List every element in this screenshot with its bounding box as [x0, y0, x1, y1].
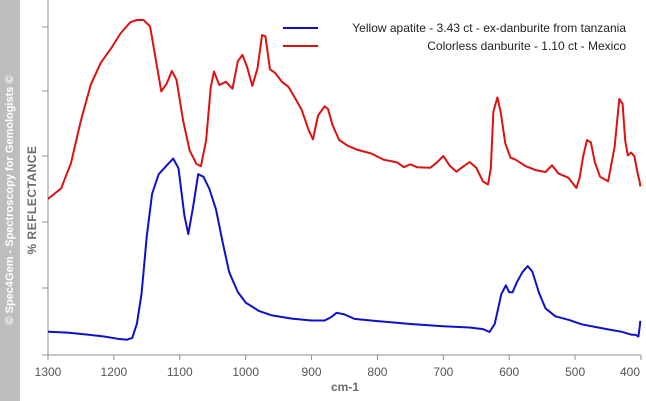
x-axis-ticks: 1300 1200 1100 1000 900 800 700 600 500 400 — [35, 355, 642, 379]
x-tick-label-900: 900 — [302, 365, 322, 379]
x-tick-label-400: 400 — [620, 365, 640, 379]
data-series — [47, 19, 642, 341]
x-tick-label-1100: 1100 — [167, 365, 193, 379]
x-tick-label-1300: 1300 — [35, 365, 62, 379]
legend-label-2: Colorless danburite - 1.10 ct - Mexico — [427, 39, 626, 53]
legend-label-1: Yellow apatite - 3.43 ct - ex-danburite … — [352, 21, 626, 35]
y-axis-label: % REFLECTANCE — [25, 145, 39, 255]
legend: Yellow apatite - 3.43 ct - ex-danburite … — [283, 21, 626, 53]
watermark-sidebar: © Spec4Gem - Spectroscopy for Gemologist… — [0, 0, 20, 401]
series-line-1 — [47, 157, 642, 341]
x-tick-label-800: 800 — [367, 365, 387, 379]
x-tick-label-500: 500 — [565, 365, 585, 379]
series-line-2 — [47, 19, 642, 200]
x-axis-label: cm-1 — [330, 380, 360, 394]
x-tick-label-700: 700 — [433, 365, 453, 379]
x-tick-label-1200: 1200 — [101, 365, 128, 379]
y-axis-ticks — [42, 26, 48, 356]
x-tick-label-1000: 1000 — [232, 365, 259, 379]
x-tick-label-600: 600 — [499, 365, 519, 379]
